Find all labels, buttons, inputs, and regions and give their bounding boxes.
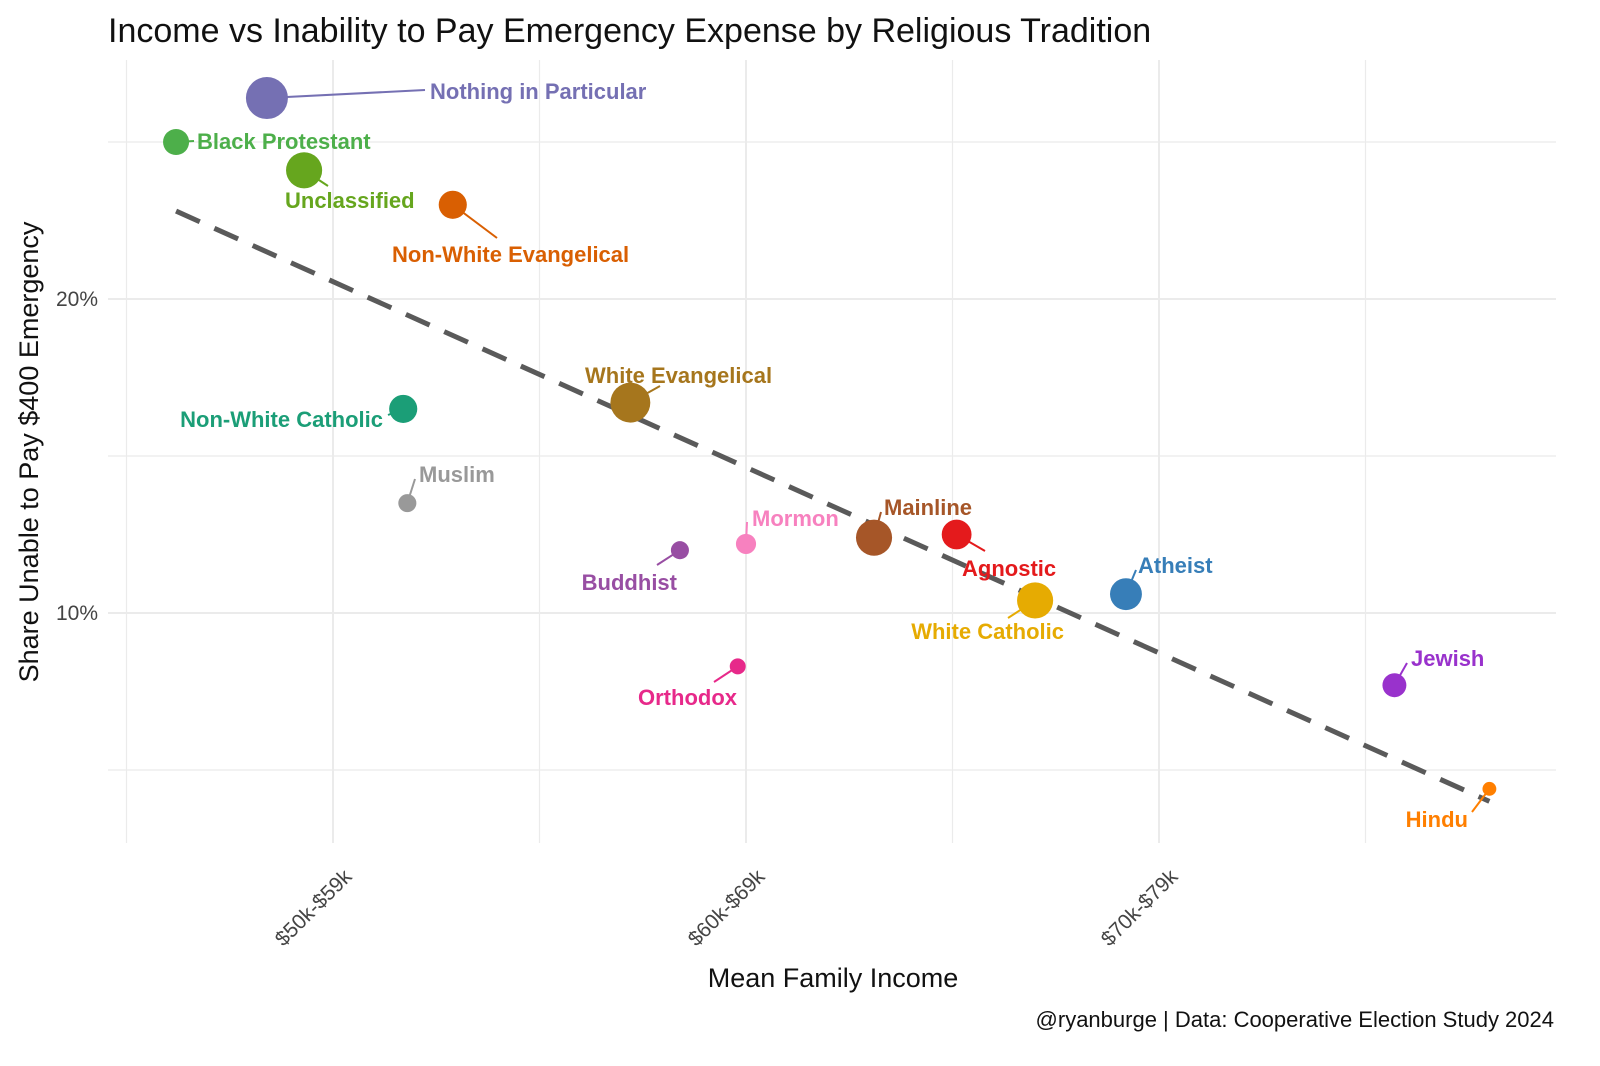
point-label-mormon: Mormon bbox=[752, 506, 839, 531]
point-non-white-evangelical bbox=[438, 190, 467, 219]
leader-line-nothing-in-particular bbox=[266, 89, 426, 100]
point-label-non-white-evangelical: Non-White Evangelical bbox=[392, 242, 629, 267]
y-tick-label: 20% bbox=[56, 288, 98, 311]
x-axis-label: Mean Family Income bbox=[708, 963, 959, 993]
x-tick-label: $70k-$79k bbox=[1097, 865, 1183, 951]
point-non-white-catholic bbox=[389, 394, 418, 423]
point-muslim bbox=[398, 494, 417, 513]
point-black-protestant bbox=[163, 128, 190, 156]
point-orthodox bbox=[729, 658, 746, 675]
point-unclassified bbox=[286, 152, 323, 189]
chart-title: Income vs Inability to Pay Emergency Exp… bbox=[108, 12, 1151, 50]
point-white-catholic bbox=[1017, 582, 1054, 619]
point-agnostic bbox=[941, 519, 972, 550]
point-atheist bbox=[1110, 578, 1142, 611]
trend-line bbox=[175, 208, 1491, 804]
point-nothing-in-particular bbox=[245, 77, 288, 120]
point-label-agnostic: Agnostic bbox=[962, 556, 1056, 581]
point-label-nothing-in-particular: Nothing in Particular bbox=[430, 79, 647, 104]
point-label-white-evangelical: White Evangelical bbox=[585, 363, 772, 388]
point-label-white-catholic: White Catholic bbox=[911, 619, 1064, 644]
point-label-atheist: Atheist bbox=[1138, 553, 1213, 578]
y-axis-label: Share Unable to Pay $400 Emergency bbox=[14, 221, 44, 682]
y-tick-label: 10% bbox=[56, 602, 98, 625]
point-label-orthodox: Orthodox bbox=[638, 685, 738, 710]
point-label-buddhist: Buddhist bbox=[582, 570, 678, 595]
point-label-black-protestant: Black Protestant bbox=[197, 129, 371, 154]
x-tick-labels: $50k-$59k $60k-$69k $70k-$79k bbox=[271, 865, 1183, 951]
point-mainline bbox=[855, 519, 893, 556]
grid bbox=[108, 60, 1556, 843]
point-label-muslim: Muslim bbox=[419, 462, 495, 487]
point-label-jewish: Jewish bbox=[1411, 646, 1484, 671]
x-tick-label: $60k-$69k bbox=[684, 865, 770, 951]
caption: @ryanburge | Data: Cooperative Election … bbox=[1036, 1007, 1554, 1032]
point-label-mainline: Mainline bbox=[884, 495, 972, 520]
point-jewish bbox=[1382, 673, 1407, 698]
points bbox=[163, 77, 1497, 796]
point-white-evangelical bbox=[610, 382, 651, 423]
y-tick-labels: 10% 20% bbox=[56, 288, 98, 625]
point-buddhist bbox=[670, 541, 689, 560]
x-tick-label: $50k-$59k bbox=[271, 865, 357, 951]
point-hindu bbox=[1482, 781, 1497, 796]
point-mormon bbox=[735, 533, 757, 554]
point-label-hindu: Hindu bbox=[1406, 807, 1468, 832]
point-label-non-white-catholic: Non-White Catholic bbox=[180, 407, 383, 432]
point-label-unclassified: Unclassified bbox=[285, 188, 415, 213]
point-labels: Nothing in Particular Black Protestant Unc… bbox=[180, 79, 1484, 832]
